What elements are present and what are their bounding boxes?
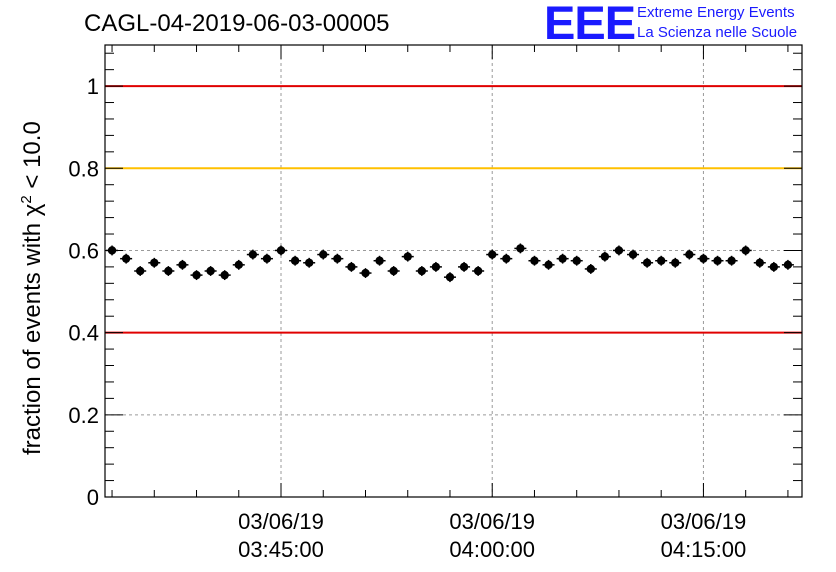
eee-logo-mark: EEE — [544, 0, 636, 49]
eee-logo-text: Extreme Energy Events La Scienza nelle S… — [637, 3, 797, 43]
data-point — [192, 270, 201, 280]
data-point — [755, 258, 764, 267]
x-tick-date: 03/06/19 — [449, 509, 536, 534]
y-tick-label: 0.8 — [68, 156, 99, 181]
data-point — [319, 250, 328, 259]
data-point — [671, 258, 680, 267]
data-point — [389, 266, 398, 276]
data-point — [248, 250, 258, 259]
data-point — [234, 260, 243, 270]
data-point — [572, 256, 581, 265]
data-point — [685, 250, 694, 259]
data-point — [417, 266, 427, 276]
data-point — [628, 250, 638, 259]
y-tick-label: 0.2 — [68, 403, 99, 428]
data-point — [642, 258, 652, 267]
x-tick-time: 03:45:00 — [238, 537, 324, 562]
data-point — [136, 266, 145, 276]
x-tick-time: 04:15:00 — [660, 537, 747, 562]
data-point — [262, 254, 272, 263]
x-tick-label: 03/06/19 04:15:00 — [633, 508, 773, 564]
data-point — [361, 268, 370, 278]
data-point — [164, 266, 173, 276]
data-point — [333, 254, 342, 263]
data-point — [121, 254, 131, 263]
y-tick-label: 0.4 — [68, 321, 99, 346]
x-tick-label: 03/06/19 03:45:00 — [211, 508, 351, 564]
data-point — [502, 254, 511, 263]
data-point — [276, 246, 286, 255]
data-point — [206, 266, 215, 276]
y-tick-label: 0.6 — [68, 238, 99, 263]
x-tick-date: 03/06/19 — [660, 509, 747, 534]
data-point — [220, 270, 229, 280]
x-tick-label: 03/06/19 04:00:00 — [422, 508, 562, 564]
data-point — [783, 260, 793, 270]
logo-line-2: La Scienza nelle Scuole — [637, 24, 798, 41]
data-point — [375, 256, 384, 265]
data-point — [614, 246, 624, 255]
data-point — [530, 256, 539, 265]
x-tick-time: 04:00:00 — [449, 537, 536, 562]
data-point — [516, 244, 525, 253]
data-point — [459, 262, 469, 272]
plot-frame — [104, 44, 803, 498]
data-point — [656, 256, 666, 265]
y-tick-label: 1 — [87, 74, 99, 99]
data-point — [431, 262, 441, 272]
data-point — [178, 260, 187, 270]
data-point — [544, 260, 553, 270]
data-point — [347, 262, 356, 272]
x-tick-date: 03/06/19 — [238, 509, 324, 534]
data-point — [558, 254, 567, 263]
data-point — [150, 258, 159, 267]
data-point — [403, 252, 412, 261]
data-point — [699, 254, 708, 263]
data-point — [600, 252, 610, 261]
logo-line-1: Extreme Energy Events — [637, 4, 795, 21]
data-point — [488, 250, 497, 259]
data-point — [445, 272, 455, 282]
y-tick-label: 0 — [87, 485, 99, 510]
chart-title: CAGL-04-2019-06-03-00005 — [84, 10, 390, 37]
data-point — [727, 256, 736, 265]
data-point — [713, 256, 722, 265]
data-point — [304, 258, 314, 267]
data-point — [473, 266, 483, 276]
data-point — [107, 246, 117, 255]
data-point — [290, 256, 300, 265]
data-point — [769, 262, 779, 272]
data-point — [741, 246, 750, 255]
data-point — [586, 264, 595, 274]
